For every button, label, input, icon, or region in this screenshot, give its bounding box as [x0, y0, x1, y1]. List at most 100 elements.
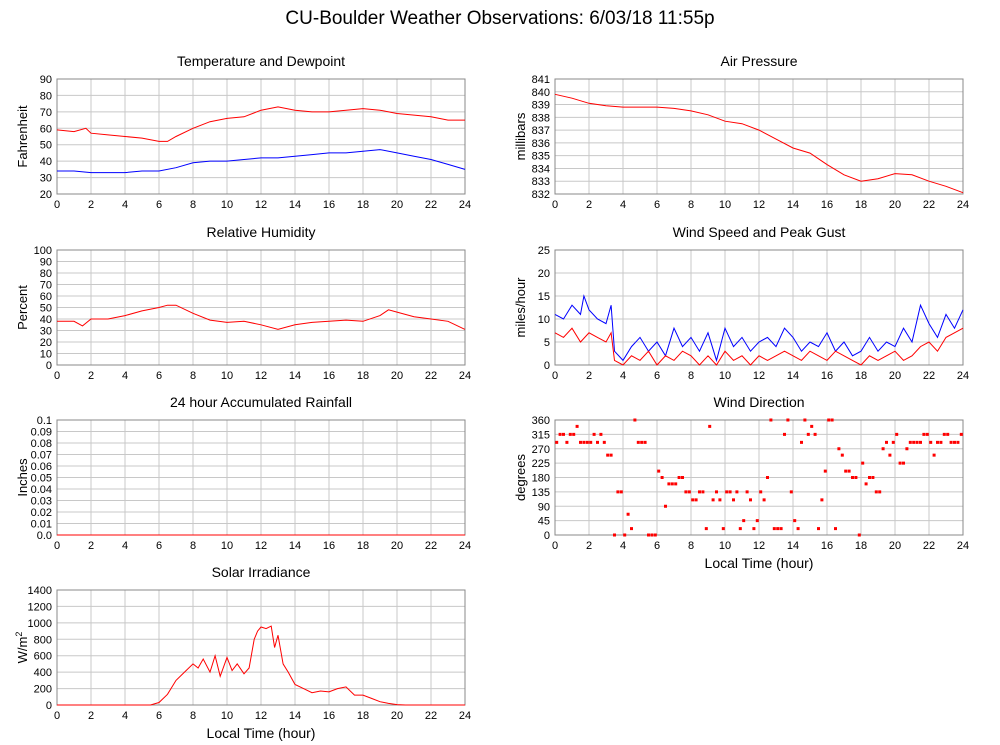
x-tick-label: 20: [889, 370, 901, 382]
data-point: [636, 440, 640, 444]
data-point: [840, 453, 844, 457]
data-point: [599, 432, 603, 436]
data-point: [616, 490, 620, 494]
y-tick-label: 40: [40, 314, 52, 326]
data-point: [619, 490, 623, 494]
x-tick-label: 18: [357, 199, 369, 211]
y-tick-label: 0.07: [31, 450, 52, 462]
x-tick-label: 16: [323, 710, 335, 722]
data-point: [902, 461, 905, 465]
data-point: [704, 527, 708, 531]
data-point: [868, 476, 871, 479]
y-tick-label: 0: [46, 700, 52, 712]
x-tick-label: 8: [190, 199, 196, 211]
data-point: [810, 424, 814, 428]
data-point: [789, 490, 793, 494]
data-point: [742, 519, 746, 523]
data-point: [936, 440, 939, 444]
y-tick-label: 0.05: [31, 473, 52, 485]
data-point: [718, 498, 722, 502]
data-point: [725, 490, 729, 494]
y-tick-label: 270: [532, 444, 550, 456]
x-tick-label: 16: [323, 540, 335, 552]
x-tick-label: 14: [787, 370, 799, 382]
y-tick-label: 315: [532, 429, 550, 441]
data-point: [653, 533, 657, 537]
data-point: [779, 527, 783, 531]
x-tick-label: 16: [323, 199, 335, 211]
data-point: [939, 440, 943, 444]
y-tick-label: 0.08: [31, 438, 52, 450]
data-point: [820, 498, 824, 502]
x-tick-label: 12: [753, 370, 765, 382]
data-point: [946, 432, 950, 436]
data-point: [905, 447, 909, 451]
y-tick-label: 100: [34, 245, 52, 257]
y-tick-label: 0: [46, 360, 52, 372]
y-tick-label: 20: [538, 268, 550, 280]
x-tick-label: 4: [620, 540, 626, 552]
data-point: [786, 418, 790, 422]
data-point: [715, 490, 718, 494]
x-tick-label: 20: [889, 199, 901, 211]
x-tick-label: 12: [255, 540, 267, 552]
series-line: [57, 149, 466, 174]
series-line: [57, 304, 466, 330]
data-point: [735, 490, 739, 494]
x-tick-label: 20: [391, 710, 403, 722]
x-tick-label: 0: [54, 710, 60, 722]
data-point: [687, 490, 691, 494]
x-tick-label: 24: [459, 540, 471, 552]
x-tick-label: 14: [787, 199, 799, 211]
series-line: [554, 327, 964, 366]
x-tick-label: 0: [552, 199, 558, 211]
temp-chart: 0 2 4 6 8 10 12 14 16 18 20 22 242030405060708090Tem…: [15, 53, 471, 211]
data-point: [895, 432, 899, 436]
y-tick-label: 800: [34, 634, 52, 646]
data-point: [898, 461, 902, 465]
plot-frame: [56, 589, 466, 706]
y-tick-label: 1200: [28, 601, 52, 613]
x-tick-label: 22: [425, 540, 437, 552]
plot-frame: [554, 78, 964, 195]
series-line: [554, 93, 964, 194]
x-tick-label: 2: [88, 710, 94, 722]
data-point: [772, 527, 776, 531]
plot-frame: [554, 249, 964, 366]
y-tick-label: 60: [40, 291, 52, 303]
data-point: [874, 490, 878, 494]
x-tick-label: 8: [688, 370, 694, 382]
rain-chart: 0 2 4 6 8 10 12 14 16 18 20 22 240.00.010.020.030.04…: [15, 394, 471, 552]
y-tick-label: 90: [40, 74, 52, 86]
x-tick-label: 10: [719, 540, 731, 552]
x-tick-label: 20: [391, 540, 403, 552]
x-tick-label: 16: [821, 370, 833, 382]
y-axis-label: degrees: [513, 454, 528, 501]
x-tick-label: 10: [221, 370, 233, 382]
x-tick-label: 6: [156, 710, 162, 722]
x-tick-label: 20: [889, 540, 901, 552]
data-point: [915, 440, 919, 444]
x-tick-label: 24: [459, 710, 471, 722]
y-tick-label: 832: [532, 189, 550, 201]
data-point: [912, 440, 916, 444]
data-point: [942, 432, 946, 436]
y-axis-label: Percent: [15, 285, 30, 330]
chart-title: Temperature and Dewpoint: [177, 53, 345, 69]
y-axis-label: Fahrenheit: [15, 105, 30, 168]
data-point: [650, 533, 654, 537]
y-axis-label: miles/hour: [513, 277, 528, 338]
y-tick-label: 0.0: [37, 530, 52, 542]
x-tick-label: 4: [122, 199, 128, 211]
y-axis-label-superscript: 2: [14, 632, 24, 637]
y-tick-label: 840: [532, 87, 550, 99]
series-line: [554, 294, 964, 363]
y-tick-label: 600: [34, 651, 52, 663]
x-tick-label: 14: [289, 540, 301, 552]
x-tick-label: 8: [688, 199, 694, 211]
data-point: [613, 533, 616, 537]
x-tick-label: 14: [289, 370, 301, 382]
y-tick-label: 360: [532, 415, 550, 427]
data-point: [582, 440, 586, 444]
